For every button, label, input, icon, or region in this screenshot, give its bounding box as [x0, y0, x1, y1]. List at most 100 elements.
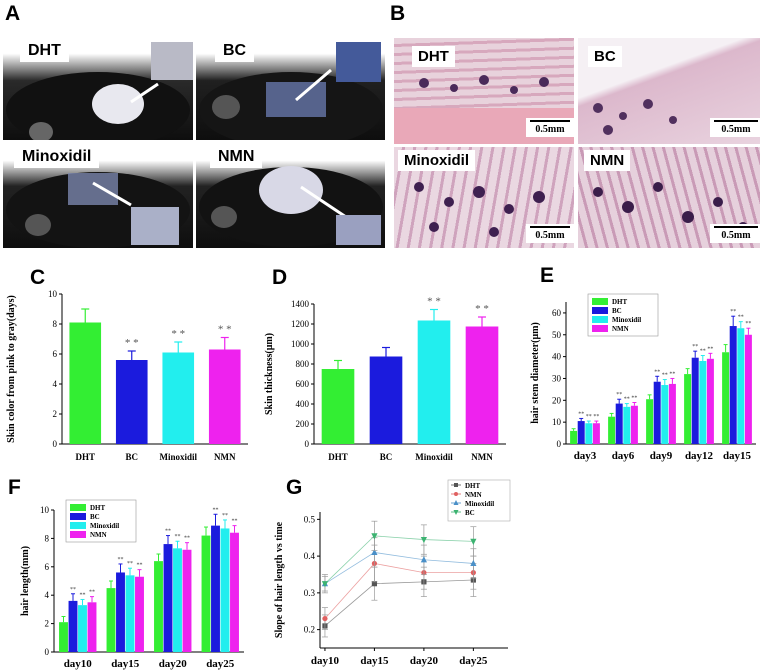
y-tick-label: 1400	[291, 299, 310, 309]
bar	[220, 528, 230, 652]
significance-label: **	[127, 561, 133, 567]
bar	[417, 320, 451, 444]
y-tick-label: 20	[552, 395, 562, 405]
y-tick-label: 60	[552, 308, 562, 318]
x-tick-label: day10	[311, 655, 340, 667]
bar	[577, 421, 585, 444]
legend-label: NMN	[612, 325, 629, 333]
significance-label: **	[165, 529, 171, 535]
x-tick-label: BC	[380, 452, 393, 462]
panel-letter-g: G	[286, 476, 303, 499]
significance-label: **	[222, 513, 228, 519]
bar	[744, 334, 752, 444]
y-axis-label: Slope of hair length vs time	[274, 521, 285, 638]
bar	[321, 369, 355, 444]
significance-label: * *	[218, 324, 232, 336]
bar	[115, 360, 148, 444]
legend-swatch	[70, 522, 86, 529]
histology-label-bc: BC	[588, 46, 622, 67]
bar	[162, 352, 195, 444]
panel-letter-c: C	[30, 266, 46, 289]
significance-label: **	[624, 397, 630, 403]
y-tick-label: 600	[296, 379, 310, 389]
bar	[722, 352, 730, 444]
significance-label: **	[578, 411, 584, 417]
bar	[646, 399, 654, 444]
bar	[106, 588, 116, 652]
panel-letter-f: F	[8, 476, 21, 499]
photo-label-dht: DHT	[20, 40, 69, 62]
bar	[68, 600, 78, 652]
bar	[729, 326, 737, 444]
y-tick-label: 6	[45, 562, 50, 572]
photo-label-nmn: NMN	[210, 146, 263, 168]
x-tick-label: DHT	[75, 452, 95, 462]
y-tick-label: 0	[557, 439, 562, 449]
x-tick-label: BC	[125, 452, 138, 462]
bar	[737, 328, 745, 444]
legend-label: DHT	[465, 482, 481, 490]
significance-label: **	[137, 563, 143, 569]
y-tick-label: 0	[305, 439, 310, 449]
scale-bar-minoxidil: 0.5mm	[526, 224, 574, 243]
significance-label: **	[593, 414, 599, 420]
series-line	[324, 563, 474, 619]
bar	[699, 360, 707, 444]
legend-swatch	[592, 325, 608, 332]
bar	[78, 605, 87, 652]
data-point	[470, 538, 477, 546]
bar	[116, 572, 125, 652]
significance-label: **	[70, 587, 76, 593]
y-tick-label: 8	[45, 533, 50, 543]
legend-label: BC	[465, 509, 475, 517]
bar	[135, 576, 144, 652]
scale-bar-nmn: 0.5mm	[710, 224, 762, 243]
y-tick-label: 4	[45, 590, 50, 600]
bar	[706, 358, 714, 444]
x-tick-label: day10	[64, 658, 93, 670]
series-line	[324, 579, 474, 627]
data-point	[420, 556, 427, 563]
y-tick-label: 8	[53, 319, 58, 329]
significance-label: **	[692, 344, 698, 350]
y-tick-label: 0	[53, 439, 58, 449]
bar	[585, 423, 593, 444]
data-point	[420, 536, 427, 544]
significance-label: **	[184, 536, 190, 542]
bar	[369, 356, 403, 444]
y-axis-label: Skin thickness(μm)	[264, 333, 275, 415]
significance-label: **	[213, 507, 219, 513]
bar	[592, 423, 600, 444]
y-tick-label: 30	[552, 373, 562, 383]
significance-label: **	[586, 414, 592, 420]
legend-swatch	[70, 504, 86, 511]
bar	[201, 535, 211, 652]
bar	[154, 561, 163, 652]
significance-label: * *	[125, 337, 139, 349]
significance-label: **	[707, 346, 713, 352]
y-tick-label: 1000	[291, 339, 310, 349]
x-tick-label: day15	[360, 655, 389, 667]
legend-label: DHT	[90, 504, 106, 512]
bar	[630, 405, 638, 444]
bar	[653, 381, 661, 444]
bar	[59, 622, 68, 652]
x-tick-label: NMN	[471, 452, 493, 462]
bar	[211, 525, 220, 652]
significance-label: **	[89, 590, 95, 596]
data-point	[371, 533, 378, 540]
y-tick-label: 0.3	[304, 588, 316, 598]
data-point	[470, 559, 477, 567]
y-tick-label: 6	[53, 349, 58, 359]
legend-label: Minoxidil	[90, 522, 119, 530]
bar	[69, 322, 102, 444]
significance-label: **	[669, 371, 675, 377]
histology-label-dht: DHT	[412, 46, 455, 67]
bar	[173, 548, 182, 652]
bar	[208, 349, 241, 444]
legend-label: NMN	[465, 491, 482, 499]
mouse-photo-dht	[3, 32, 193, 140]
x-tick-label: day15	[111, 658, 140, 670]
chart-skin-thickness: 0 200 400 600 800 1000 1200 1400 Skin thickness(…	[264, 296, 506, 462]
legend-marker	[453, 500, 459, 505]
